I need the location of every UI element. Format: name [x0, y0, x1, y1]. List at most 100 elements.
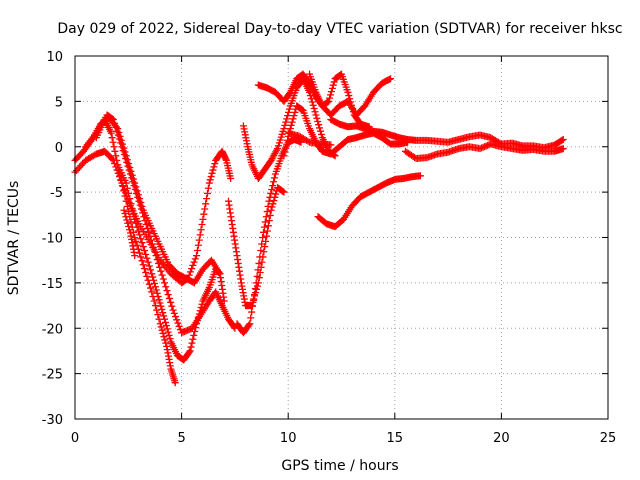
- data-point-marker: [262, 213, 270, 221]
- data-point-marker: [121, 192, 129, 200]
- data-point-marker: [261, 218, 269, 226]
- data-point-marker: [173, 316, 181, 324]
- data-point-marker: [137, 253, 145, 261]
- data-point-marker: [248, 308, 256, 316]
- data-point-marker: [205, 179, 213, 187]
- data-point-marker: [140, 213, 148, 221]
- data-point-marker: [151, 248, 159, 256]
- data-point-marker: [264, 222, 272, 230]
- data-point-marker: [291, 108, 299, 116]
- data-point-marker: [138, 257, 146, 265]
- data-point-marker: [158, 271, 166, 279]
- data-point-marker: [175, 322, 183, 330]
- data-point-marker: [125, 208, 133, 216]
- data-point-marker: [198, 221, 206, 229]
- data-point-marker: [146, 232, 154, 240]
- data-point-marker: [114, 131, 122, 139]
- data-point-marker: [111, 147, 119, 155]
- y-tick-label: -5: [50, 186, 63, 201]
- data-point-marker: [308, 98, 316, 106]
- data-point-marker: [142, 221, 150, 229]
- data-point-marker: [120, 206, 128, 214]
- data-point-marker: [162, 339, 170, 347]
- data-point-marker: [161, 279, 169, 287]
- data-point-marker: [147, 236, 155, 244]
- data-point-marker: [174, 319, 182, 327]
- data-point-marker: [151, 283, 159, 291]
- data-point-marker: [284, 112, 292, 120]
- data-point-marker: [193, 246, 201, 254]
- data-point-marker: [137, 205, 145, 213]
- y-tick-label: -20: [42, 322, 63, 337]
- data-point-marker: [269, 200, 277, 208]
- data-point-marker: [161, 315, 169, 323]
- data-point-marker: [289, 115, 297, 123]
- series-track-4: [92, 116, 179, 387]
- data-point-marker: [260, 248, 268, 256]
- data-point-marker: [263, 227, 271, 235]
- chart-title: Day 029 of 2022, Sidereal Day-to-day VTE…: [57, 21, 622, 37]
- data-point-marker: [155, 296, 163, 304]
- data-point-marker: [130, 182, 138, 190]
- data-point-marker: [157, 323, 165, 331]
- data-point-marker: [256, 253, 264, 261]
- data-point-marker: [411, 154, 419, 162]
- data-point-marker: [150, 276, 158, 284]
- x-tick-label: 10: [280, 431, 297, 446]
- data-point-marker: [260, 223, 268, 231]
- data-point-marker: [283, 140, 291, 148]
- data-point-marker: [263, 208, 271, 216]
- data-point-marker: [207, 173, 215, 181]
- data-point-marker: [136, 201, 144, 209]
- data-point-marker: [169, 306, 177, 314]
- data-point-marker: [120, 151, 128, 159]
- data-point-marker: [269, 182, 277, 190]
- data-point-marker: [202, 200, 210, 208]
- data-point-marker: [316, 127, 324, 135]
- data-point-marker: [191, 255, 199, 263]
- data-point-marker: [125, 166, 133, 174]
- data-point-marker: [148, 240, 156, 248]
- data-point-marker: [121, 210, 129, 218]
- data-point-marker: [132, 237, 140, 245]
- data-point-marker: [309, 101, 317, 109]
- data-point-marker: [139, 243, 147, 251]
- y-tick-label: -30: [42, 413, 63, 428]
- data-point-marker: [166, 335, 174, 343]
- y-tick-label: 5: [55, 95, 63, 110]
- data-point-marker: [326, 94, 334, 102]
- data-point-marker: [310, 105, 318, 113]
- data-point-marker: [165, 294, 173, 302]
- data-point-marker: [139, 209, 147, 217]
- data-point-marker: [187, 343, 195, 351]
- data-point-marker: [267, 189, 275, 197]
- data-point-marker: [191, 327, 199, 335]
- data-point-marker: [167, 298, 175, 306]
- series-track-12: [284, 129, 335, 149]
- data-point-marker: [133, 223, 141, 231]
- data-point-marker: [156, 320, 164, 328]
- data-series: [71, 70, 567, 387]
- x-tick-label: 15: [387, 431, 404, 446]
- data-point-marker: [314, 117, 322, 125]
- data-point-marker: [122, 154, 130, 162]
- data-point-marker: [196, 307, 204, 315]
- data-point-marker: [262, 237, 270, 245]
- data-point-marker: [140, 265, 148, 273]
- data-point-marker: [252, 279, 260, 287]
- data-point-marker: [250, 291, 258, 299]
- y-tick-label: 0: [55, 141, 63, 156]
- data-point-marker: [204, 184, 212, 192]
- data-point-marker: [158, 305, 166, 313]
- data-point-marker: [161, 318, 169, 326]
- data-point-marker: [165, 331, 173, 339]
- data-point-marker: [159, 275, 167, 283]
- data-point-marker: [145, 228, 153, 236]
- data-point-marker: [126, 226, 134, 234]
- data-point-marker: [258, 258, 266, 266]
- data-point-marker: [143, 224, 151, 232]
- data-point-marker: [171, 379, 179, 387]
- data-point-marker: [107, 129, 115, 137]
- data-point-marker: [281, 148, 289, 156]
